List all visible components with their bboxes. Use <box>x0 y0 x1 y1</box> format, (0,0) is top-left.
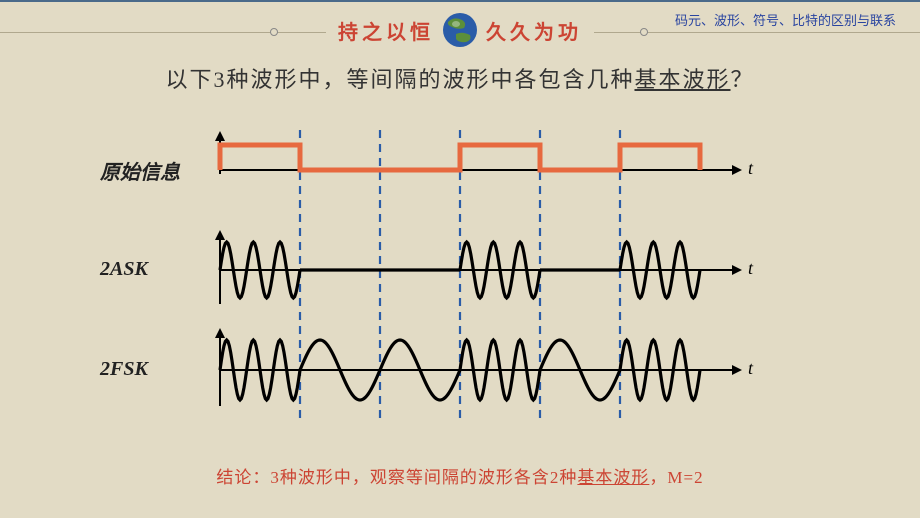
motto-left: 持之以恒 <box>338 16 434 45</box>
waveform-svg <box>100 120 820 440</box>
header-dot-left <box>270 28 278 36</box>
breadcrumb: 码元、波形、符号、比特的区别与联系 <box>671 10 900 29</box>
question-text: 以下3种波形中，等间隔的波形中各包含几种基本波形？ <box>0 62 920 94</box>
conclusion-post: ，M=2 <box>649 468 703 487</box>
row-label-original: 原始信息 <box>100 156 180 185</box>
top-accent-bar <box>0 0 920 2</box>
motto-block: 持之以恒 久久为功 <box>326 12 594 48</box>
motto-right: 久久为功 <box>486 16 582 45</box>
header-dot-right <box>640 28 648 36</box>
row-label-2ask: 2ASK <box>100 258 148 281</box>
question-pre: 以下3种波形中，等间隔的波形中各包含几种 <box>165 67 634 92</box>
question-post: ？ <box>731 67 755 92</box>
question-underlined: 基本波形 <box>634 67 730 92</box>
axis-label-t-2: t <box>748 358 753 379</box>
row-label-2fsk: 2FSK <box>100 358 148 381</box>
axis-label-t-0: t <box>748 158 753 179</box>
conclusion-underlined: 基本波形 <box>577 468 649 487</box>
conclusion-text: 结论：3种波形中，观察等间隔的波形各含2种基本波形，M=2 <box>0 463 920 488</box>
waveform-diagram: 原始信息 2ASK 2FSK t t t <box>100 120 820 440</box>
globe-icon <box>442 12 478 48</box>
conclusion-pre: 结论：3种波形中，观察等间隔的波形各含2种 <box>216 468 577 487</box>
axis-label-t-1: t <box>748 258 753 279</box>
